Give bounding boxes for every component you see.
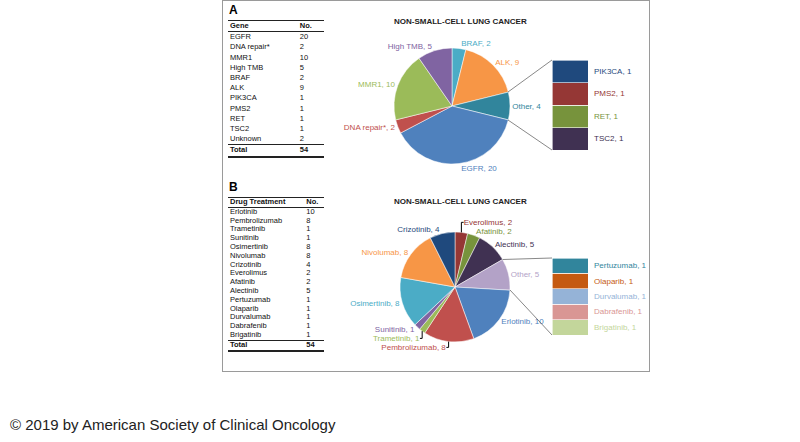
svg-text:DNA repair*, 2: DNA repair*, 2 [344,123,396,132]
html-text:1: 1 [299,103,304,113]
html-text:PMS2: PMS2 [230,103,251,113]
html-text:4: 4 [306,259,311,269]
html-text:2: 2 [299,73,304,82]
html-text:10: 10 [306,206,315,216]
html-text:1: 1 [306,303,311,313]
html-text:EGFR: EGFR [230,32,251,42]
html-text:54: 54 [299,145,309,155]
svg-text:Crizotinib, 4: Crizotinib, 4 [397,225,440,234]
html-text:Total: Total [230,145,248,155]
html-text:2: 2 [306,277,311,287]
html-text:DNA repair*: DNA repair* [230,42,270,52]
html-text:9: 9 [299,83,304,93]
svg-text:Alectinib, 5: Alectinib, 5 [495,240,535,249]
html-text:Afatinib: Afatinib [230,277,255,287]
svg-text:BRAF, 2: BRAF, 2 [461,39,491,48]
html-text:A: A [229,3,238,17]
html-text:ALK: ALK [230,83,245,93]
html-text:1: 1 [299,93,304,103]
html-text:8: 8 [306,242,311,251]
html-text:10: 10 [299,52,309,62]
html-text:MMR1: MMR1 [230,52,253,62]
html-text:B: B [229,180,238,194]
html-text:RET: RET [230,113,245,123]
svg-text:NON-SMALL-CELL LUNG CANCER: NON-SMALL-CELL LUNG CANCER [394,17,527,26]
html-text:1: 1 [306,321,311,331]
html-text:No.: No. [299,21,312,30]
svg-text:NON-SMALL-CELL LUNG CANCER: NON-SMALL-CELL LUNG CANCER [394,197,527,206]
svg-text:Other, 4: Other, 4 [512,102,541,111]
html-text:Sunitinib: Sunitinib [230,233,259,243]
svg-text:Durvalumab, 1: Durvalumab, 1 [594,292,647,301]
html-text:1: 1 [306,312,311,322]
html-text:No.: No. [306,197,319,206]
svg-text:TSC2, 1: TSC2, 1 [594,134,624,143]
html-text:Everolimus: Everolimus [230,268,268,278]
html-text:Alectinib: Alectinib [230,286,259,295]
svg-text:MMR1, 10: MMR1, 10 [358,80,395,89]
html-text:Nivolumab: Nivolumab [230,250,266,260]
html-text:Crizotinib: Crizotinib [230,259,262,269]
html-text:TSC2: TSC2 [230,124,250,133]
html-text:1: 1 [299,124,304,133]
html-text:1: 1 [306,233,311,243]
svg-text:Nivolumab, 8: Nivolumab, 8 [361,248,408,257]
svg-text:Everolimus, 2: Everolimus, 2 [464,218,513,227]
html-text:Drug Treatment: Drug Treatment [230,197,286,206]
svg-text:Erlotinib, 10: Erlotinib, 10 [501,317,544,326]
svg-text:PMS2, 1: PMS2, 1 [594,89,625,98]
html-text:Unknown: Unknown [230,134,262,144]
html-text:5: 5 [299,62,304,72]
html-text:5: 5 [306,286,311,295]
svg-text:Olaparib, 1: Olaparib, 1 [594,277,634,286]
html-text:PIK3CA: PIK3CA [230,93,257,103]
html-text:8: 8 [306,215,311,225]
html-text:8: 8 [306,250,311,260]
html-text:Dabrafenib: Dabrafenib [230,321,267,331]
svg-text:Brigatinib, 1: Brigatinib, 1 [594,323,637,332]
html-text:Olaparib: Olaparib [230,303,259,313]
svg-text:Pertuzumab, 1: Pertuzumab, 1 [594,261,647,270]
html-text:1: 1 [306,294,311,304]
svg-text:RET, 1: RET, 1 [594,112,619,121]
html-text:Pembrolizumab: Pembrolizumab [230,215,283,225]
svg-text:Pembrolizumab, 8: Pembrolizumab, 8 [381,343,446,352]
svg-text:Afatinib, 2: Afatinib, 2 [476,227,512,236]
html-text:1: 1 [306,224,311,234]
html-text:2: 2 [306,268,311,278]
html-text:Erlotinib: Erlotinib [230,206,258,216]
html-text:Trametinib: Trametinib [230,224,266,234]
html-text:Pertuzumab: Pertuzumab [230,294,271,304]
html-text:BRAF: BRAF [230,73,250,82]
svg-text:Osimertinib, 8: Osimertinib, 8 [350,299,400,308]
svg-text:ALK, 9: ALK, 9 [495,58,520,67]
svg-text:High TMB, 5: High TMB, 5 [388,42,433,51]
svg-text:EGFR, 20: EGFR, 20 [461,164,497,173]
html-text:2: 2 [299,42,304,52]
html-text:54: 54 [306,339,315,349]
html-text:2: 2 [299,134,304,144]
svg-text:Trametinib, 1: Trametinib, 1 [373,334,420,343]
html-text:1: 1 [306,330,311,339]
html-text:Total: Total [230,339,248,349]
html-text:Gene: Gene [230,21,249,30]
html-text:20: 20 [299,32,309,42]
html-text:Durvalumab: Durvalumab [230,312,271,322]
svg-text:Dabrafenib, 1: Dabrafenib, 1 [594,307,643,316]
svg-text:PIK3CA, 1: PIK3CA, 1 [594,67,632,76]
html-text:1: 1 [299,113,304,123]
svg-text:Sunitinib, 1: Sunitinib, 1 [375,325,415,334]
html-text:Brigatinib: Brigatinib [230,330,262,339]
html-text:© 2019 by American Society of: © 2019 by American Society of Clinical O… [10,416,336,433]
html-text:Osimertinib: Osimertinib [230,242,268,251]
html-text:High TMB: High TMB [230,62,264,72]
svg-text:Other, 5: Other, 5 [511,270,540,279]
